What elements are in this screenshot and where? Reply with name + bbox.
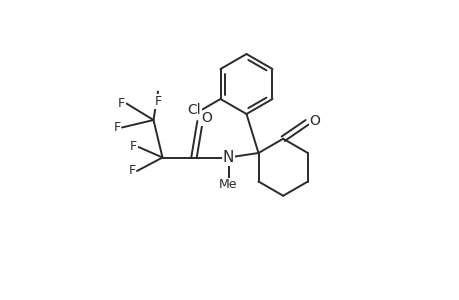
Text: F: F bbox=[154, 95, 161, 108]
Text: F: F bbox=[113, 121, 120, 134]
Text: F: F bbox=[118, 97, 125, 110]
Text: Me: Me bbox=[219, 178, 237, 191]
Text: Cl: Cl bbox=[187, 103, 201, 117]
Text: N: N bbox=[222, 150, 234, 165]
Text: O: O bbox=[201, 112, 212, 125]
Text: F: F bbox=[128, 164, 135, 178]
Text: F: F bbox=[129, 140, 137, 154]
Text: O: O bbox=[309, 114, 320, 128]
